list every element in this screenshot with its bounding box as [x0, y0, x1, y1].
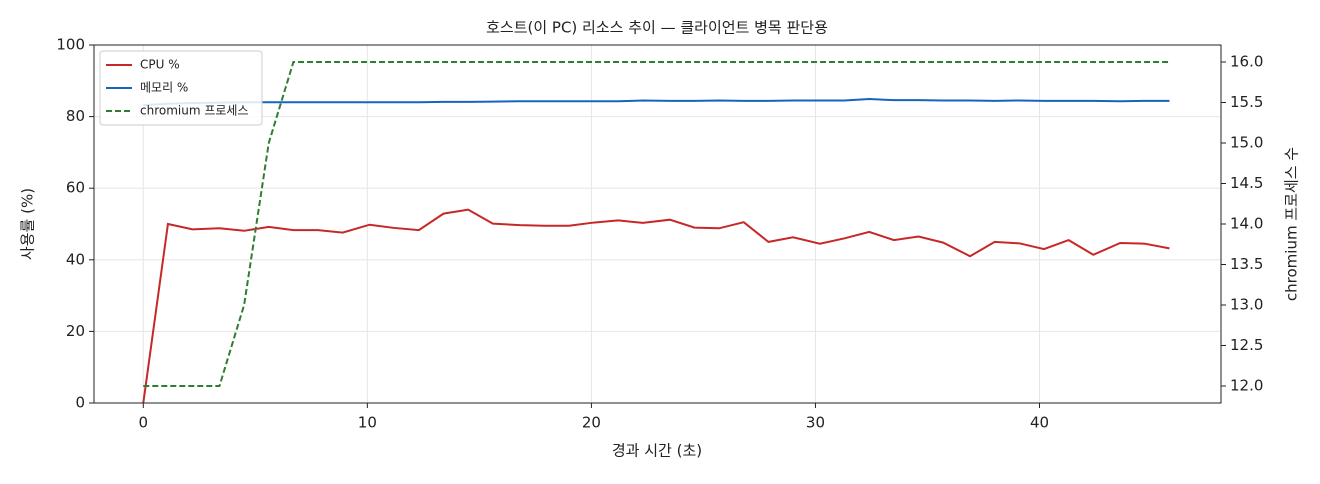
y-tick-label: 20 [66, 322, 85, 340]
chart-title: 호스트(이 PC) 리소스 추이 — 클라이언트 병목 판단용 [486, 19, 828, 37]
x-tick-label: 0 [139, 414, 149, 432]
y2-tick-label: 16.0 [1230, 53, 1263, 71]
legend: CPU % 메모리 % chromium 프로세스 [99, 50, 263, 126]
y2-tick-label: 14.5 [1230, 174, 1263, 192]
y-tick-label: 40 [66, 250, 85, 268]
y-tick-label: 60 [66, 179, 85, 197]
x-tick-label: 10 [358, 414, 377, 432]
series-line [143, 98, 1170, 107]
y2-tick-label: 15.0 [1230, 134, 1263, 152]
y2-tick-label: 12.0 [1230, 376, 1263, 394]
legend-label: CPU % [140, 58, 180, 72]
legend-box [99, 50, 263, 126]
y2-tick-label: 12.5 [1230, 336, 1263, 354]
y2-tick-label: 14.0 [1230, 215, 1263, 233]
x-tick-label: 20 [582, 414, 601, 432]
x-tick-label: 30 [806, 414, 825, 432]
y2-tick-label: 13.5 [1230, 255, 1263, 273]
y-tick-label: 100 [56, 36, 85, 54]
y-tick-label: 0 [75, 394, 85, 412]
legend-label: chromium 프로세스 [140, 104, 249, 118]
series-line [142, 208, 1170, 404]
y2-tick-label: 13.0 [1230, 295, 1263, 313]
legend-label: 메모리 % [140, 81, 188, 95]
x-axis-label: 경과 시간 (초) [612, 442, 702, 460]
series-line [143, 61, 1170, 387]
y-axis-label: 사용률 (%) [19, 188, 37, 260]
x-tick-label: 40 [1030, 414, 1049, 432]
plot-frame [93, 44, 1222, 404]
y2-tick-label: 15.5 [1230, 93, 1263, 111]
y2-axis-label: chromium 프로세스 수 [1283, 147, 1301, 301]
y-tick-label: 80 [66, 107, 85, 125]
